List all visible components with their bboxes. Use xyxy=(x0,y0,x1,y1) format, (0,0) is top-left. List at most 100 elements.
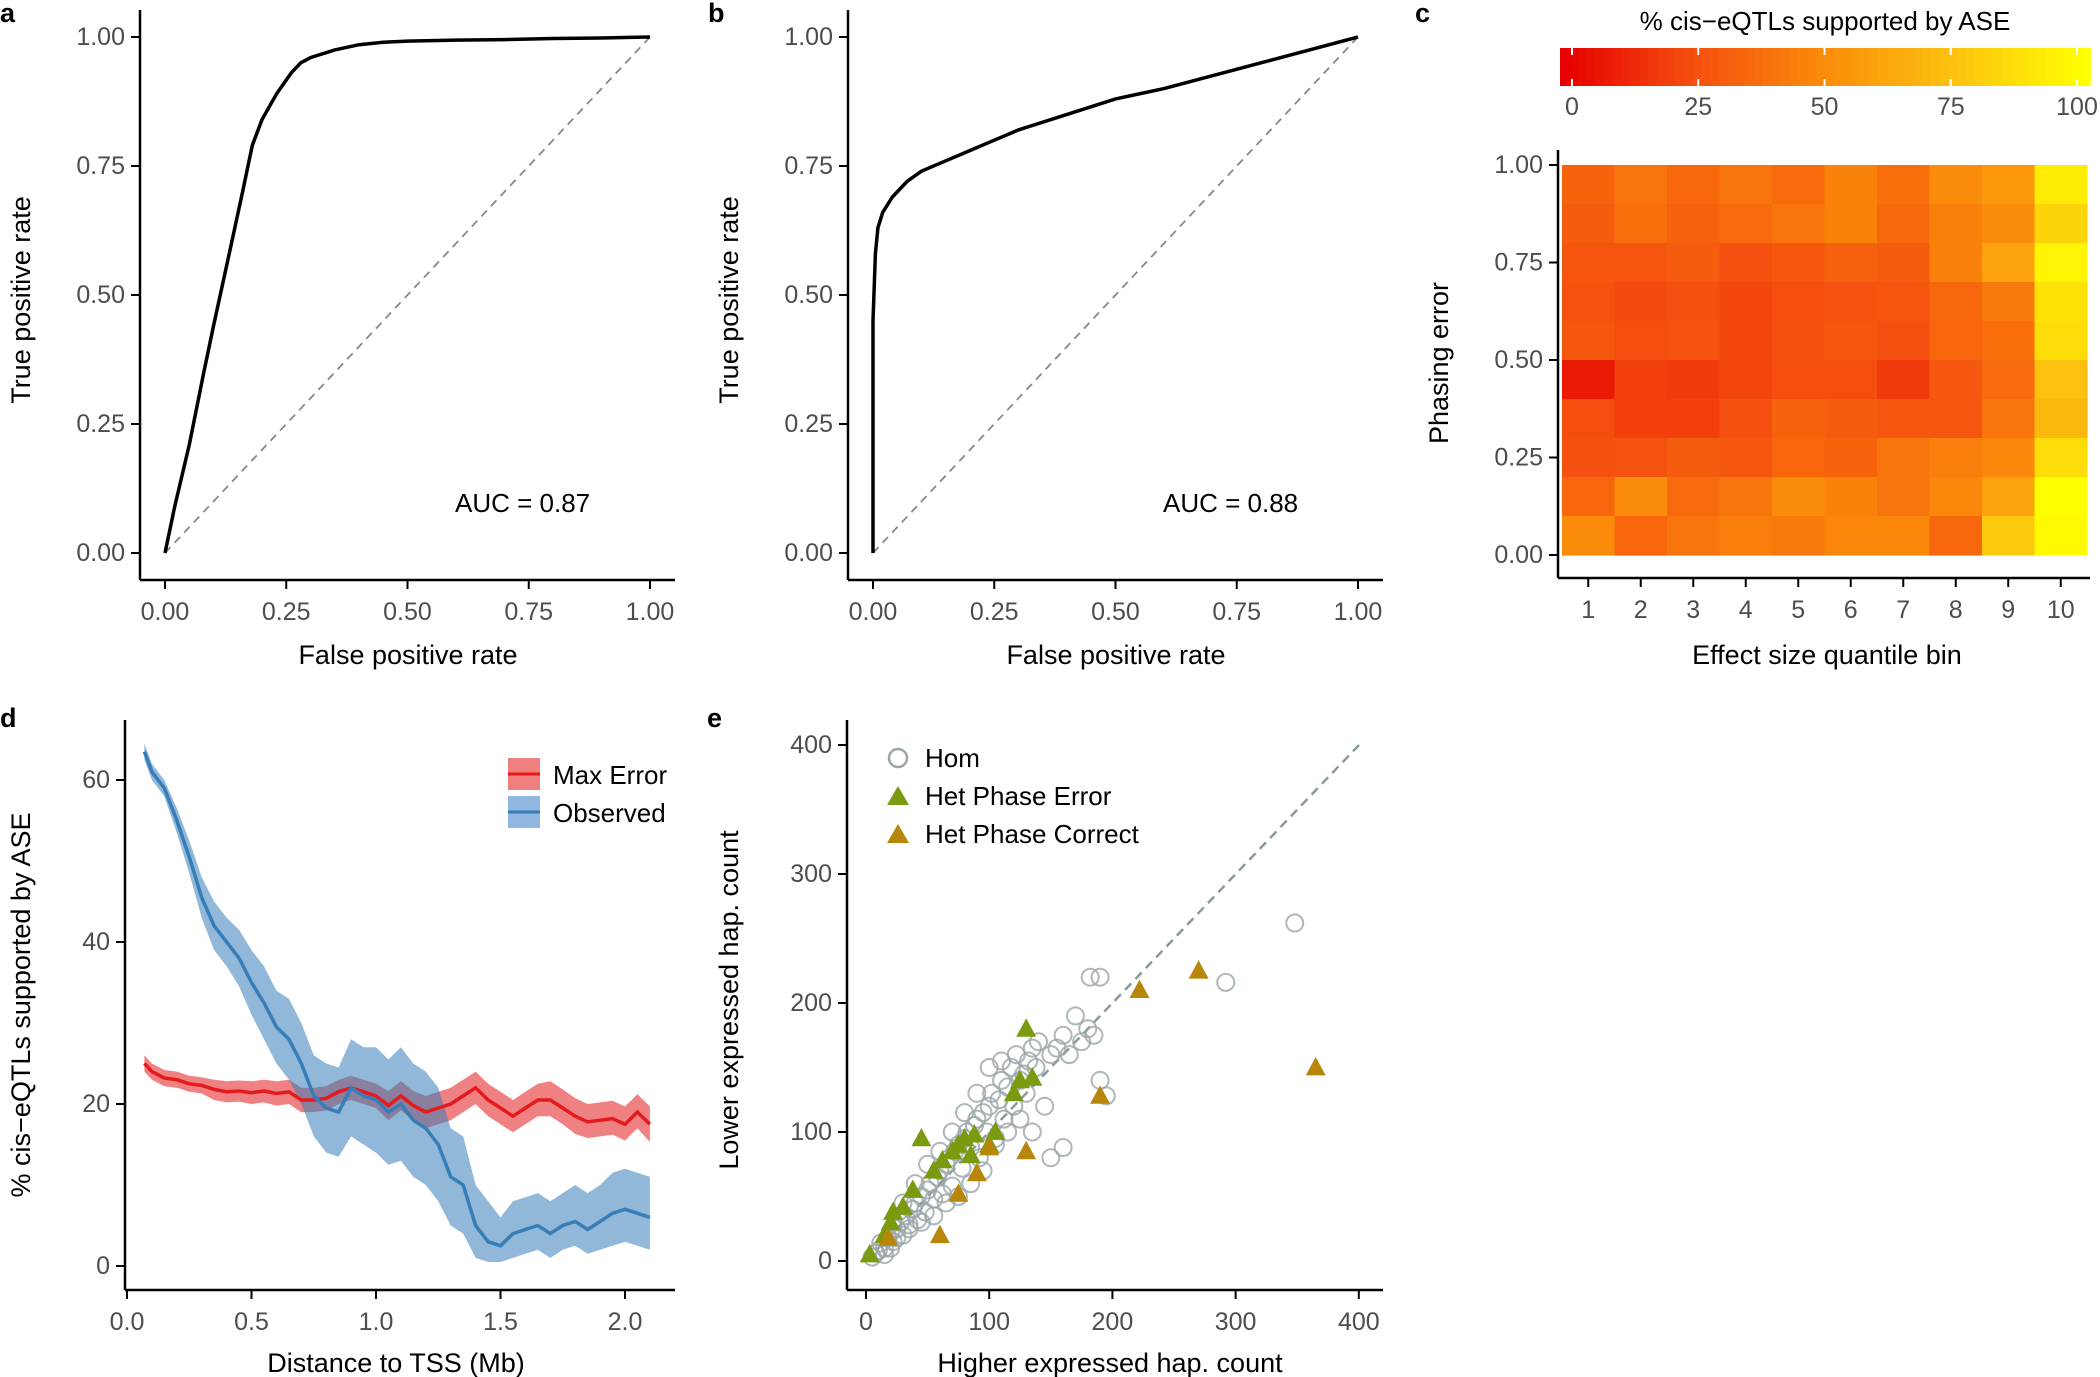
x-axis-title-b: False positive rate xyxy=(1006,640,1225,670)
diagonal-reference-b xyxy=(872,36,1359,554)
heatmap-cell-r9-c2 xyxy=(1667,516,1721,556)
heatmap-cell-r9-c5 xyxy=(1824,516,1878,556)
colorbar-segment-26 xyxy=(1789,48,1800,86)
heatmap-cell-r6-c8 xyxy=(1982,399,2036,439)
heatmap-cell-r7-c9 xyxy=(2034,438,2088,478)
roc-curve-b xyxy=(871,35,1359,553)
point-hom-77 xyxy=(936,1193,956,1213)
x-tick-label-a-1: 0.25 xyxy=(262,598,311,626)
heatmap-cell-r6-c3 xyxy=(1719,399,1773,439)
point-hom-17 xyxy=(915,1202,935,1222)
point-hom-38 xyxy=(979,1096,999,1116)
legend-marker-het-phase-correct xyxy=(887,824,909,843)
heatmap-cell-r6-c1 xyxy=(1614,399,1668,439)
x-tick-label-c-7: 8 xyxy=(1949,596,1963,624)
heatmap-cell-r8-c6 xyxy=(1877,477,1931,517)
heatmap-cell-r4-c7 xyxy=(1929,321,1983,361)
heatmap-cell-r5-c8 xyxy=(1982,360,2036,400)
point-hom-58 xyxy=(1053,1025,1073,1045)
point-hom-90 xyxy=(942,1122,962,1142)
heatmap-cell-r0-c6 xyxy=(1877,165,1931,205)
point-het-phase-correct-1 xyxy=(929,1224,950,1244)
colorbar-segment-15 xyxy=(1692,48,1703,86)
heatmap-cell-r4-c5 xyxy=(1824,321,1878,361)
colorbar-segment-44 xyxy=(1948,48,1959,86)
panel-a: a 0.00 0.25 0.50 0.75 1.00 0.00 0.25 0.50 0.75 1… xyxy=(0,0,675,670)
y-tick-label-b-3: 0.75 xyxy=(784,152,833,180)
y-tick-label-c-4: 1.00 xyxy=(1494,151,1543,179)
colorbar-segment-56 xyxy=(2054,48,2065,86)
point-het-phase-error-12 xyxy=(960,1144,981,1164)
heatmap-cell-r0-c5 xyxy=(1824,165,1878,205)
heatmap-cell-r9-c7 xyxy=(1929,516,1983,556)
colorbar-segment-41 xyxy=(1922,48,1932,86)
colorbar-segment-40 xyxy=(1913,48,1923,86)
x-tick-label-d-3: 1.5 xyxy=(483,1308,518,1336)
point-hom-83 xyxy=(874,1245,894,1265)
colorbar-segment-31 xyxy=(1833,48,1844,86)
colorbar-segment-1 xyxy=(1568,48,1579,86)
heatmap-cell-r2-c2 xyxy=(1667,243,1721,283)
colorbar-segment-59 xyxy=(2081,48,2091,86)
heatmap-cell-r0-c1 xyxy=(1614,165,1668,205)
legend-marker-het-phase-error xyxy=(887,786,909,805)
heatmap-cell-r8-c1 xyxy=(1614,477,1668,517)
point-hom-89 xyxy=(955,1103,975,1123)
heatmap-cell-r3-c6 xyxy=(1877,282,1931,322)
heatmap-cell-r9-c4 xyxy=(1772,516,1826,556)
colorbar-segment-22 xyxy=(1754,48,1764,86)
x-tick-label-a-3: 0.75 xyxy=(504,598,553,626)
colorbar-segment-17 xyxy=(1710,48,1720,86)
x-tick-label-d-1: 0.5 xyxy=(234,1308,269,1336)
y-tick-label-c-3: 0.75 xyxy=(1494,249,1543,277)
y-axis-title-d: % cis−eQTLs supported by ASE xyxy=(6,813,36,1198)
colorbar-segment-51 xyxy=(2010,48,2021,86)
colorbar-segment-39 xyxy=(1904,48,1915,86)
y-tick-label-a-1: 0.25 xyxy=(76,410,125,438)
y-tick-label-a-2: 0.50 xyxy=(76,281,125,309)
point-hom-45 xyxy=(1001,1058,1021,1077)
heatmap-cell-r7-c3 xyxy=(1719,438,1773,478)
x-tick-label-a-0: 0.00 xyxy=(141,598,190,626)
heatmap-cell-r2-c4 xyxy=(1772,243,1826,283)
x-axis-title-c: Effect size quantile bin xyxy=(1692,640,1962,670)
point-het-phase-correct-3 xyxy=(966,1162,987,1182)
heatmap-cell-r0-c7 xyxy=(1929,165,1983,205)
heatmap-cell-r4-c1 xyxy=(1614,321,1668,361)
x-axis-title-a: False positive rate xyxy=(298,640,517,670)
colorbar-segment-5 xyxy=(1604,48,1614,86)
panel-label-c: c xyxy=(1415,0,1430,28)
heatmap-cell-r9-c8 xyxy=(1982,516,2036,556)
heatmap-cell-r8-c2 xyxy=(1667,477,1721,517)
point-het-phase-correct-9 xyxy=(1305,1057,1326,1076)
point-het-phase-correct-0 xyxy=(878,1227,899,1246)
heatmap-cell-r3-c1 xyxy=(1614,282,1668,322)
colorbar-segment-43 xyxy=(1939,48,1950,86)
colorbar-segment-47 xyxy=(1975,48,1985,86)
point-hom-29 xyxy=(952,1158,972,1178)
point-hom-71 xyxy=(1010,1109,1030,1129)
colorbar-segment-12 xyxy=(1666,48,1676,86)
colorbar-tick-label-2: 50 xyxy=(1811,93,1839,121)
colorbar-segment-23 xyxy=(1763,48,1773,86)
heatmap-cell-r4-c0 xyxy=(1562,321,1616,361)
colorbar-segment-45 xyxy=(1957,48,1968,86)
heatmap-cell-r8-c9 xyxy=(2034,477,2088,517)
heatmap-cell-r1-c7 xyxy=(1929,204,1983,244)
point-het-phase-error-3 xyxy=(883,1201,904,1220)
heatmap-cell-r7-c0 xyxy=(1562,438,1616,478)
point-hom-34 xyxy=(967,1109,987,1129)
heatmap-cell-r5-c3 xyxy=(1719,360,1773,400)
legend-label-max-error: Max Error xyxy=(553,760,667,790)
point-hom-55 xyxy=(1035,1096,1055,1116)
point-hom-80 xyxy=(899,1219,919,1239)
y-tick-label-d-0: 0 xyxy=(96,1252,110,1280)
point-het-phase-error-16 xyxy=(1003,1082,1024,1102)
panel-b: b 0.00 0.25 0.50 0.75 1.00 0.00 0.25 0.50 0.75 1… xyxy=(708,0,1383,670)
heatmap-cell-r7-c6 xyxy=(1877,438,1931,478)
auc-annotation-b: AUC = 0.88 xyxy=(1163,488,1298,518)
x-tick-label-e-4: 400 xyxy=(1338,1308,1380,1336)
point-het-phase-error-0 xyxy=(859,1244,880,1263)
y-tick-label-d-2: 40 xyxy=(82,928,110,956)
panel-e: e 0 100 200 300 400 0 100 200 300 400 Lower expr… xyxy=(707,703,1383,1377)
